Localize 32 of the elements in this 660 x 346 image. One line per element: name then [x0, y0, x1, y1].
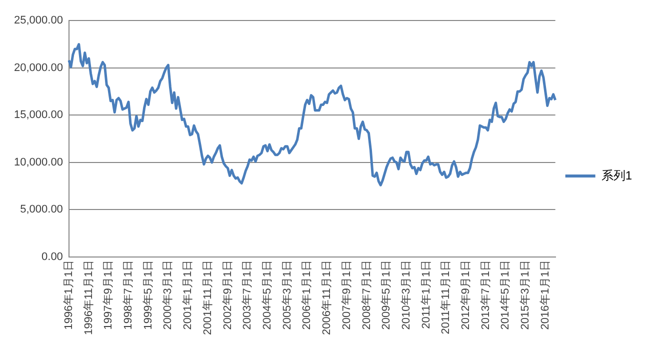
x-tick-label: 2006年11月1日: [321, 260, 334, 336]
y-tick-label: 0.00: [42, 251, 63, 264]
y-tick-label: 5,000.00: [20, 204, 63, 216]
x-tick-label: 2009年5月1日: [380, 260, 393, 330]
x-tick-label: 2013年7月1日: [480, 260, 492, 330]
x-tick-label: 2014年5月1日: [500, 260, 512, 330]
x-tick-label: 2006年1月1日: [301, 260, 314, 330]
x-tick-label: 2002年9月1日: [222, 260, 234, 330]
y-tick-label: 25,000.00: [14, 14, 63, 27]
x-tick-label: 2001年1月1日: [182, 260, 194, 330]
x-tick-label: 1997年9月1日: [102, 260, 115, 330]
x-tick-label: 2003年7月1日: [242, 260, 254, 330]
x-tick-label: 2011年1月1日: [420, 260, 432, 329]
legend-label: 系列1: [601, 168, 632, 182]
x-tick-label: 1996年11月1日: [82, 260, 95, 336]
x-tick-label: 2001年11月1日: [202, 260, 214, 336]
x-tick-label: 2007年9月1日: [340, 260, 353, 330]
x-tick-label: 1999年5月1日: [142, 260, 154, 330]
x-tick-label: 1996年1月1日: [62, 260, 75, 330]
x-tick-label: 2012年9月1日: [460, 260, 472, 330]
x-tick-label: 2016年1月1日: [539, 260, 552, 330]
x-tick-label: 2015年3月1日: [520, 260, 532, 330]
y-tick-label: 15,000.00: [14, 109, 63, 122]
y-tick-label: 10,000.00: [14, 156, 63, 168]
x-tick-label: 2000年3月1日: [162, 260, 174, 330]
x-tick-label: 2005年3月1日: [281, 260, 294, 330]
x-tick-label: 2004年5月1日: [261, 260, 274, 330]
x-tick-label: 2008年7月1日: [360, 260, 373, 330]
y-tick-label: 20,000.00: [14, 62, 63, 74]
x-tick-label: 2010年3月1日: [400, 260, 412, 330]
x-tick-label: 1998年7月1日: [122, 260, 135, 330]
x-tick-label: 2011年11月1日: [440, 260, 452, 334]
